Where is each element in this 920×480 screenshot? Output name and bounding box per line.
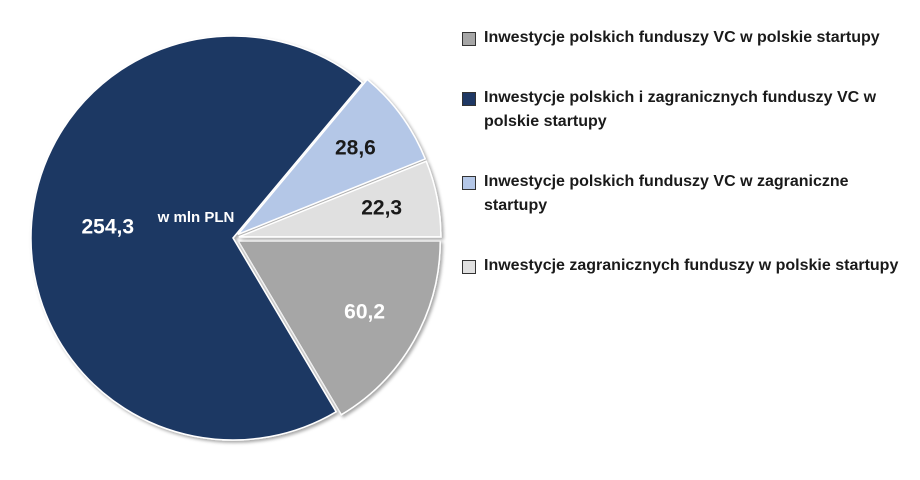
legend-item-polish-vc-foreign-startups: Inwestycje polskich funduszy VC w zagran… bbox=[462, 170, 912, 218]
data-label: 254,3 bbox=[81, 216, 134, 239]
legend-label: Inwestycje polskich i zagranicznych fund… bbox=[484, 89, 877, 130]
data-label: 60,2 bbox=[344, 300, 385, 323]
pie-slice-28-6 bbox=[237, 78, 427, 236]
pie-slice-254-3 bbox=[30, 35, 364, 441]
legend-label: Inwestycje polskich funduszy VC w polski… bbox=[484, 29, 880, 46]
pie-slice-22-3 bbox=[238, 160, 442, 238]
center-unit-label: w mln PLN bbox=[157, 209, 235, 226]
data-label: 28,6 bbox=[335, 136, 376, 159]
legend-swatch bbox=[462, 32, 476, 46]
legend-item-polish-foreign-vc-polish-startups: Inwestycje polskich i zagranicznych fund… bbox=[462, 86, 912, 134]
legend-label: Inwestycje polskich funduszy VC w zagran… bbox=[484, 173, 849, 214]
pie-chart: 60,2 254,3 28,6 22,3 w mln PLN bbox=[30, 35, 442, 441]
pie-slice-60-2 bbox=[236, 240, 441, 416]
legend-label: Inwestycje zagranicznych funduszy w pols… bbox=[484, 257, 899, 274]
legend-item-foreign-funds-polish-startups: Inwestycje zagranicznych funduszy w pols… bbox=[462, 254, 912, 278]
legend-item-polish-vc-polish-startups: Inwestycje polskich funduszy VC w polski… bbox=[462, 26, 912, 50]
legend-swatch bbox=[462, 260, 476, 274]
data-label: 22,3 bbox=[361, 197, 402, 220]
legend: Inwestycje polskich funduszy VC w polski… bbox=[462, 26, 912, 314]
legend-swatch bbox=[462, 176, 476, 190]
legend-swatch bbox=[462, 92, 476, 106]
